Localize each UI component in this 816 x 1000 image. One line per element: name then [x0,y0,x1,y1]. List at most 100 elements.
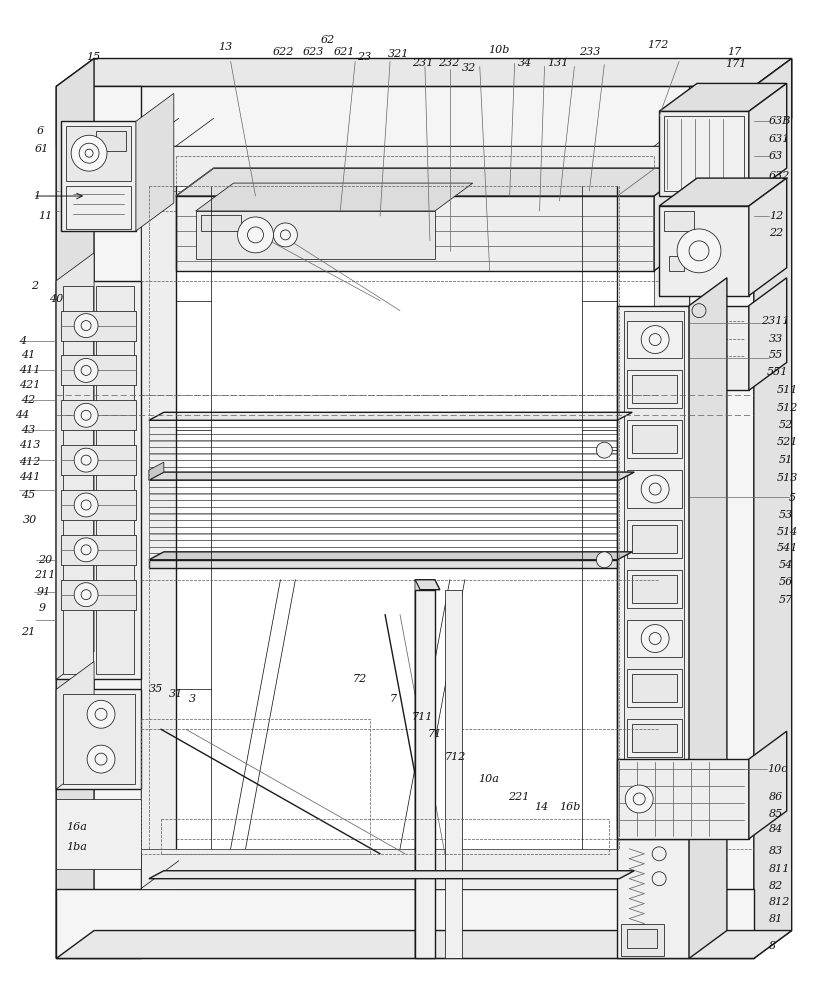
Polygon shape [141,146,175,889]
Text: 211: 211 [34,570,55,580]
Text: 221: 221 [508,792,529,802]
Circle shape [71,135,107,171]
Circle shape [74,448,98,472]
Text: 16a: 16a [66,822,87,832]
Polygon shape [659,306,749,390]
Text: 54: 54 [778,560,793,570]
Text: 513: 513 [777,473,798,483]
Polygon shape [617,759,749,839]
Polygon shape [56,689,141,789]
Polygon shape [56,86,141,958]
Polygon shape [689,811,727,958]
Bar [415,590,435,958]
Text: 63: 63 [769,151,783,161]
Text: 411: 411 [20,365,41,375]
Polygon shape [141,849,689,889]
Text: 14: 14 [534,802,549,812]
Bar [628,470,682,508]
Text: 514: 514 [777,527,798,537]
Bar [628,321,682,358]
Bar [628,420,682,458]
Text: 16b: 16b [560,802,581,812]
Circle shape [87,745,115,773]
Bar [61,535,136,565]
Text: 9: 9 [38,603,46,613]
Polygon shape [621,924,664,956]
Polygon shape [196,183,472,211]
Text: 13: 13 [219,42,233,52]
Text: 413: 413 [20,440,41,450]
Text: 172: 172 [647,40,668,50]
Polygon shape [56,281,141,679]
Text: 622: 622 [273,47,294,57]
Polygon shape [749,178,787,296]
Text: 57: 57 [778,595,793,605]
Polygon shape [664,116,744,191]
Bar [628,620,682,657]
Polygon shape [654,168,692,271]
Polygon shape [149,462,164,480]
Polygon shape [56,59,792,86]
Text: 40: 40 [49,294,64,304]
Text: 51: 51 [778,455,793,465]
Circle shape [74,403,98,427]
Polygon shape [149,472,634,480]
Circle shape [596,442,612,458]
Polygon shape [136,93,174,231]
Polygon shape [617,306,689,829]
Text: 71: 71 [428,729,442,739]
Polygon shape [66,126,131,181]
Polygon shape [689,278,727,829]
Circle shape [625,785,653,813]
Polygon shape [415,580,440,590]
Text: 2: 2 [31,281,38,291]
Bar [632,674,677,702]
Circle shape [641,326,669,354]
Polygon shape [56,86,754,146]
Text: 52: 52 [778,420,793,430]
Bar [632,525,677,553]
Text: 34: 34 [517,58,532,68]
Polygon shape [659,178,787,206]
Polygon shape [659,206,749,296]
Text: 512: 512 [777,403,798,413]
Polygon shape [749,731,787,839]
Text: 12: 12 [769,211,783,221]
Text: 86: 86 [769,792,783,802]
Text: 511: 511 [777,385,798,395]
Bar [628,929,657,948]
Text: 521: 521 [777,437,798,447]
Bar [61,490,136,520]
Circle shape [74,314,98,338]
Bar [61,445,136,475]
Text: 35: 35 [149,684,163,694]
Polygon shape [149,552,632,560]
Text: 10c: 10c [767,764,787,774]
Bar [628,719,682,757]
Polygon shape [689,86,754,958]
Text: 31: 31 [169,689,183,699]
Text: 61: 61 [34,144,48,154]
Text: 62: 62 [321,35,335,45]
Text: 7: 7 [390,694,397,704]
Text: 41: 41 [21,350,36,360]
Text: 56: 56 [778,577,793,587]
Circle shape [677,229,721,273]
Text: 621: 621 [333,47,355,57]
Text: 21: 21 [21,627,36,637]
Polygon shape [445,590,462,958]
Bar [63,694,135,784]
Bar [632,575,677,603]
Polygon shape [175,196,654,271]
Polygon shape [175,168,692,196]
Text: 43: 43 [21,425,36,435]
Bar [201,215,241,231]
Text: 4: 4 [20,336,26,346]
Bar [669,256,684,271]
Text: 30: 30 [24,515,38,525]
Text: 551: 551 [767,367,788,377]
Bar [61,580,136,610]
Text: 83: 83 [769,846,783,856]
Text: 632: 632 [769,171,790,181]
Circle shape [87,700,115,728]
